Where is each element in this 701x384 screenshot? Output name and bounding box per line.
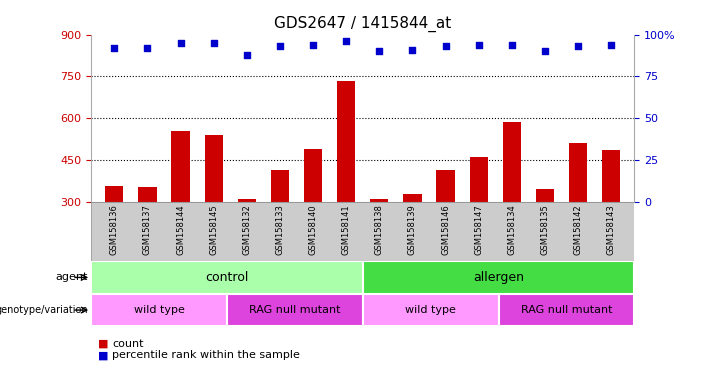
Text: GSM158145: GSM158145 [209, 205, 218, 255]
Bar [172, 131, 190, 285]
Bar [271, 170, 289, 285]
Bar [91, 261, 363, 294]
Point [241, 51, 252, 58]
Text: GSM158141: GSM158141 [341, 205, 350, 255]
Bar [363, 261, 634, 294]
Text: count: count [112, 339, 144, 349]
Title: GDS2647 / 1415844_at: GDS2647 / 1415844_at [274, 16, 451, 32]
Point [208, 40, 219, 46]
Text: RAG null mutant: RAG null mutant [249, 305, 341, 315]
Text: GSM158137: GSM158137 [143, 205, 152, 255]
Text: ■: ■ [98, 350, 109, 360]
Text: GSM158142: GSM158142 [573, 205, 583, 255]
Text: RAG null mutant: RAG null mutant [521, 305, 612, 315]
Text: GSM158143: GSM158143 [607, 205, 615, 255]
Text: genotype/variation: genotype/variation [0, 305, 88, 315]
Bar [304, 149, 322, 285]
Point [606, 41, 617, 48]
Bar [337, 81, 355, 285]
Text: GSM158138: GSM158138 [375, 205, 384, 255]
Point [175, 40, 186, 46]
Text: GSM158135: GSM158135 [540, 205, 550, 255]
Point [539, 48, 550, 55]
Text: GSM158144: GSM158144 [176, 205, 185, 255]
Text: wild type: wild type [405, 305, 456, 315]
Point [274, 43, 285, 49]
Bar [403, 194, 421, 285]
Point [308, 41, 319, 48]
Bar [602, 149, 620, 285]
Bar [363, 294, 498, 326]
Bar [370, 199, 388, 285]
Point [407, 46, 418, 53]
Text: ■: ■ [98, 339, 109, 349]
Point [109, 45, 120, 51]
Point [142, 45, 153, 51]
Bar [498, 294, 634, 326]
Text: GSM158146: GSM158146 [441, 205, 450, 255]
Text: GSM158140: GSM158140 [308, 205, 318, 255]
Point [374, 48, 385, 55]
Text: GSM158132: GSM158132 [243, 205, 252, 255]
Point [440, 43, 451, 49]
Bar [227, 294, 363, 326]
Bar [91, 202, 634, 261]
Bar [503, 122, 521, 285]
Text: agent: agent [55, 272, 88, 283]
Text: control: control [205, 271, 249, 284]
Point [341, 38, 352, 44]
Bar [238, 199, 256, 285]
Text: wild type: wild type [134, 305, 184, 315]
Bar [437, 170, 455, 285]
Text: GSM158147: GSM158147 [474, 205, 483, 255]
Text: percentile rank within the sample: percentile rank within the sample [112, 350, 300, 360]
Point [573, 43, 584, 49]
Text: GSM158136: GSM158136 [110, 205, 118, 255]
Bar [91, 294, 227, 326]
Bar [470, 157, 488, 285]
Bar [569, 143, 587, 285]
Point [473, 41, 484, 48]
Text: allergen: allergen [473, 271, 524, 284]
Bar [138, 187, 156, 285]
Text: GSM158133: GSM158133 [275, 205, 285, 255]
Bar [105, 186, 123, 285]
Text: GSM158134: GSM158134 [508, 205, 517, 255]
Text: GSM158139: GSM158139 [408, 205, 417, 255]
Bar [536, 189, 554, 285]
Bar [205, 135, 223, 285]
Point [506, 41, 517, 48]
